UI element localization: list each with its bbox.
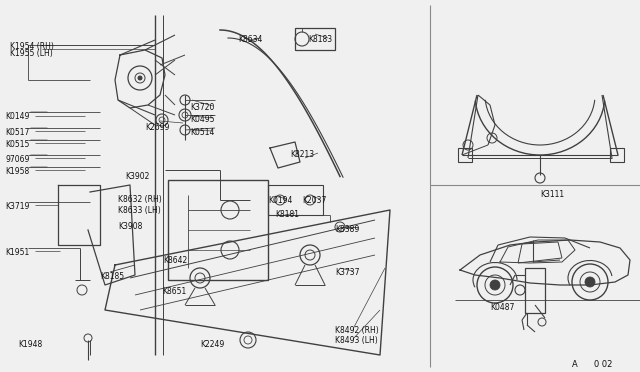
Text: K3719: K3719 bbox=[5, 202, 29, 211]
Text: K3737: K3737 bbox=[335, 268, 360, 277]
Bar bbox=[610, 148, 624, 162]
Text: K3111: K3111 bbox=[540, 190, 564, 199]
Text: K2249: K2249 bbox=[200, 340, 224, 349]
Text: K8181: K8181 bbox=[275, 210, 299, 219]
Text: K0517: K0517 bbox=[5, 128, 29, 137]
Text: K8389: K8389 bbox=[335, 225, 359, 234]
Text: K0514: K0514 bbox=[190, 128, 214, 137]
Text: K1954 (RH): K1954 (RH) bbox=[10, 42, 54, 51]
Text: K3902: K3902 bbox=[125, 172, 149, 181]
Text: K1958: K1958 bbox=[5, 167, 29, 176]
Text: K8632 (RH): K8632 (RH) bbox=[118, 195, 162, 204]
Text: K8642: K8642 bbox=[163, 256, 188, 265]
Text: K1948: K1948 bbox=[18, 340, 42, 349]
Text: K0149: K0149 bbox=[5, 112, 29, 121]
Text: K0515: K0515 bbox=[5, 140, 29, 149]
Text: K8493 (LH): K8493 (LH) bbox=[335, 336, 378, 345]
Text: K8185: K8185 bbox=[100, 272, 124, 281]
Text: K3908: K3908 bbox=[118, 222, 142, 231]
Text: K1951: K1951 bbox=[5, 248, 29, 257]
Bar bbox=[168, 180, 268, 280]
Text: K0487: K0487 bbox=[490, 303, 515, 312]
Text: K0495: K0495 bbox=[190, 115, 214, 124]
Text: 0 02: 0 02 bbox=[594, 360, 612, 369]
Text: K3720: K3720 bbox=[190, 103, 214, 112]
Text: K1955 (LH): K1955 (LH) bbox=[10, 49, 52, 58]
Text: K2037: K2037 bbox=[302, 196, 326, 205]
Text: K2699: K2699 bbox=[145, 123, 170, 132]
Text: 97069: 97069 bbox=[5, 155, 29, 164]
Text: K0194: K0194 bbox=[268, 196, 292, 205]
Circle shape bbox=[585, 277, 595, 287]
Text: K8492 (RH): K8492 (RH) bbox=[335, 326, 379, 335]
Text: K8213: K8213 bbox=[290, 150, 314, 159]
Bar bbox=[458, 148, 472, 162]
Text: A: A bbox=[572, 360, 578, 369]
Circle shape bbox=[490, 280, 500, 290]
Text: K8634: K8634 bbox=[238, 35, 262, 44]
Bar bbox=[268, 185, 323, 215]
Bar bbox=[525, 268, 545, 313]
Bar bbox=[295, 28, 335, 50]
Text: K8183: K8183 bbox=[308, 35, 332, 44]
Circle shape bbox=[138, 76, 142, 80]
Text: K8633 (LH): K8633 (LH) bbox=[118, 206, 161, 215]
Text: K8651: K8651 bbox=[162, 287, 186, 296]
